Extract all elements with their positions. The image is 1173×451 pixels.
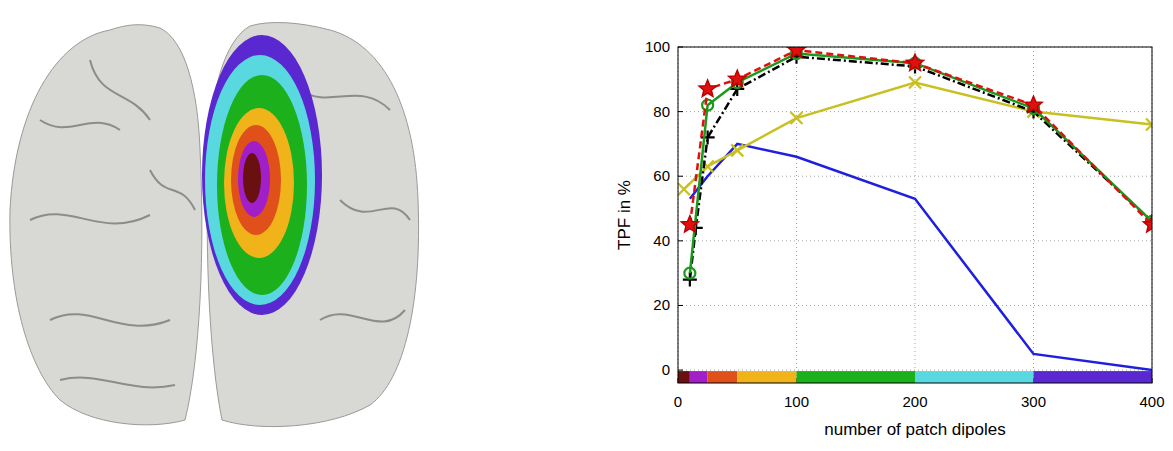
tick <box>678 176 683 177</box>
color-band <box>678 371 690 383</box>
sulcus <box>340 200 410 220</box>
sulcus <box>40 120 120 130</box>
color-band <box>708 371 738 383</box>
grid-line <box>678 305 1152 306</box>
color-band <box>797 371 916 383</box>
color-band <box>1034 371 1153 383</box>
tick <box>678 111 683 112</box>
sulcus <box>150 170 195 210</box>
patch-region <box>243 153 261 203</box>
sulcus <box>30 214 150 223</box>
marker <box>699 80 716 96</box>
marker <box>1146 119 1152 131</box>
y-tick-label: 0 <box>662 361 670 378</box>
x-tick-label: 0 <box>674 393 682 410</box>
grid-line <box>678 176 1152 177</box>
patch-region <box>202 35 322 315</box>
tick <box>678 370 683 371</box>
color-band <box>690 371 708 383</box>
series-line <box>690 54 1152 274</box>
grid-line <box>678 111 1152 112</box>
series-line <box>690 144 1152 370</box>
patch-region <box>231 125 281 235</box>
y-tick-label: 100 <box>645 38 670 55</box>
patch-region <box>217 75 307 295</box>
color-band <box>915 371 1034 383</box>
grid-line <box>678 240 1152 241</box>
sulcus <box>90 60 150 120</box>
y-axis-title: TPF in % <box>615 180 634 250</box>
brain-render <box>10 23 419 427</box>
x-axis-title: number of patch dipoles <box>824 420 1005 439</box>
plot-area <box>678 47 1152 370</box>
marker <box>684 268 695 279</box>
marker <box>1143 216 1152 232</box>
grid-line <box>915 47 916 383</box>
marker <box>681 216 698 232</box>
y-tick-label: 80 <box>653 103 670 120</box>
x-tick-label: 100 <box>784 393 809 410</box>
grid-line <box>678 370 1152 371</box>
patch-region <box>205 55 315 305</box>
grid-line <box>796 47 797 383</box>
marker <box>788 47 805 58</box>
x-tick-label: 300 <box>1021 393 1046 410</box>
figure: 0 100 200 300 400 0 20 40 60 80 100 number of patch… <box>0 0 1173 451</box>
series-line <box>690 57 1152 280</box>
tick <box>678 240 683 241</box>
series-line <box>684 83 1152 190</box>
patch-region <box>224 108 294 258</box>
series-line <box>690 50 1152 225</box>
tick <box>678 305 683 306</box>
plot-frame <box>678 47 1152 383</box>
y-tick-label: 60 <box>653 167 670 184</box>
marker <box>1025 96 1042 112</box>
marker <box>791 112 803 124</box>
color-band <box>737 371 796 383</box>
y-tick-label: 40 <box>653 232 670 249</box>
sulcus <box>320 310 405 322</box>
x-tick-label: 200 <box>902 393 927 410</box>
marker <box>909 77 921 89</box>
sulcus <box>50 314 170 326</box>
marker <box>729 70 746 86</box>
marker <box>678 183 690 195</box>
left-hemisphere <box>10 25 202 425</box>
patch-region <box>238 141 270 217</box>
y-tick-label: 20 <box>653 296 670 313</box>
x-tick-label: 400 <box>1139 393 1164 410</box>
sulcus <box>60 378 175 388</box>
marker <box>731 144 743 156</box>
marker <box>906 54 923 70</box>
